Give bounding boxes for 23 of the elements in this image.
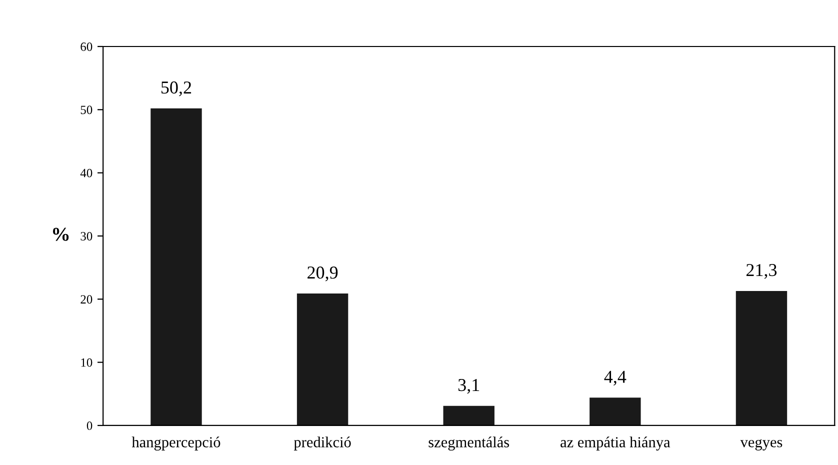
- data-label: 3,1: [458, 378, 480, 394]
- bar: [150, 108, 202, 426]
- x-tick-label: predikció: [294, 436, 351, 450]
- y-tick-label: 0: [86, 422, 92, 430]
- x-tick-label: vegyes: [740, 439, 782, 450]
- data-label: 21,3: [746, 264, 777, 279]
- y-axis-title: %: [52, 228, 69, 241]
- y-tick-label: 50: [80, 106, 92, 114]
- y-tick-label: 30: [80, 232, 92, 240]
- bar: [736, 290, 788, 426]
- y-tick-label: 40: [80, 168, 92, 178]
- bar: [443, 406, 494, 426]
- bar: [590, 398, 641, 426]
- data-label: 50,2: [161, 81, 192, 96]
- data-label: 4,4: [604, 370, 626, 386]
- x-tick-label: az empátia hiánya: [560, 436, 670, 451]
- y-tick-label: 20: [80, 295, 92, 304]
- bar: [296, 293, 348, 426]
- y-tick-label: 10: [81, 358, 92, 367]
- x-tick-label: hangpercepció: [132, 436, 220, 451]
- x-tick-label: szegmentálás: [428, 436, 510, 451]
- y-tick-label: 60: [80, 42, 92, 51]
- data-label: 20,9: [308, 266, 338, 282]
